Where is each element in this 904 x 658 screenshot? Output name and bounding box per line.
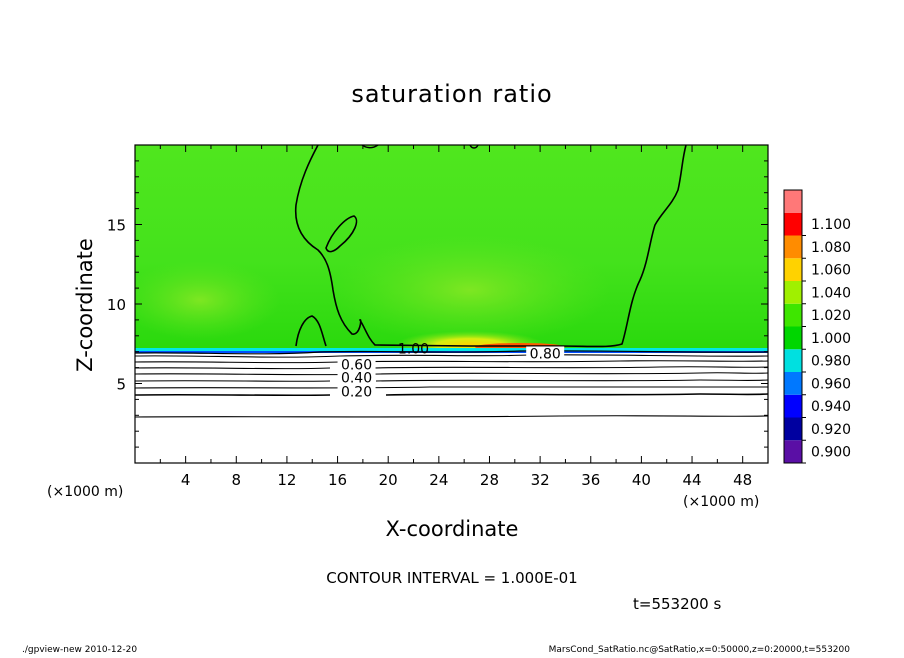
contour-interval-text: CONTOUR INTERVAL = 1.000E-01	[326, 569, 577, 587]
x-tick-label: 8	[232, 471, 242, 489]
x-axis-title: X-coordinate	[386, 517, 519, 541]
colorbar-swatch	[784, 372, 802, 395]
contour-label: 0.80	[530, 346, 561, 362]
x-tick-label: 32	[531, 471, 550, 489]
colorbar-swatch	[784, 281, 802, 304]
colorbar-label: 1.040	[811, 285, 851, 301]
time-text: t=553200 s	[633, 595, 721, 613]
contour-line-0.10	[135, 415, 768, 418]
colorbar-label: 1.080	[811, 240, 851, 256]
contour-label: 0.20	[341, 385, 372, 401]
x-unit-label: (×1000 m)	[683, 494, 759, 510]
y-axis-title: Z-coordinate	[73, 238, 97, 372]
x-tick-label: 48	[733, 471, 752, 489]
colorbar-label: 1.100	[811, 217, 851, 233]
contour-label-bg	[337, 384, 376, 398]
x-tick-label: 12	[277, 471, 296, 489]
footer-left: ./gpview-new 2010-12-20	[22, 645, 137, 654]
contour-line-0.40	[135, 379, 768, 382]
colorbar-swatch	[784, 417, 802, 441]
colorbar-label: 1.060	[811, 263, 851, 279]
x-tick-label: 28	[480, 471, 499, 489]
y-axis: 5 10 15	[107, 160, 768, 448]
contour-line-1.00-loop	[325, 215, 358, 253]
z-unit-label: (×1000 m)	[47, 484, 123, 500]
contour-line-0.90	[135, 350, 768, 355]
contour-label: 0.60	[341, 358, 372, 374]
colorbar-label: 0.900	[811, 445, 851, 461]
footer-right: MarsCond_SatRatio.nc@SatRatio,x=0:50000,…	[549, 645, 851, 654]
y-tick-label: 10	[107, 296, 126, 314]
contour-line-0.80	[135, 354, 768, 358]
colorbar-label: 0.940	[811, 399, 851, 415]
colorbar-swatch	[784, 212, 802, 236]
colorbar-swatch	[784, 235, 802, 259]
contour-line-0.30	[135, 386, 768, 389]
chart-title: saturation ratio	[351, 80, 552, 108]
x-tick-label: 16	[328, 471, 347, 489]
subsaturated-region	[135, 353, 768, 463]
contour-line-0.20	[135, 393, 768, 397]
colorbar-swatch	[784, 394, 802, 418]
x-tick-label: 36	[581, 471, 600, 489]
x-tick-label: 40	[632, 471, 651, 489]
x-tick-label: 20	[379, 471, 398, 489]
contour-line-0.60	[135, 366, 768, 370]
colorbar-swatch	[784, 326, 802, 350]
contour-line-1.00-left-lobe	[295, 315, 327, 347]
contour-line-0.70	[135, 360, 768, 364]
contour-line-1.00	[294, 145, 687, 348]
contour-label: 1.00	[398, 342, 429, 358]
heatmap-field	[135, 145, 768, 463]
lime-patch-left	[135, 260, 280, 340]
lime-patch-center	[330, 235, 610, 345]
colorbar-label: 1.020	[811, 308, 851, 324]
colorbar-label: 0.920	[811, 422, 851, 438]
colorbar: 0.900 0.920 0.940 0.960 0.980 1.000 1.020 1.040…	[783, 189, 851, 464]
colorbar-swatch	[784, 349, 802, 372]
colorbar-label: 0.980	[811, 354, 851, 370]
x-tick-label: 4	[181, 471, 191, 489]
contour-label: 0.40	[341, 370, 372, 386]
colorbar-label: 1.000	[811, 331, 851, 347]
transition-band-cyan	[135, 348, 768, 351]
contour-labels: 1.00 0.80 0.600.400.20	[337, 342, 565, 401]
contour-label-bg	[337, 370, 376, 384]
x-axis: 4 8 12 16 20 24 28 32 36 40 44 48	[159, 145, 752, 489]
contour-label-bg	[337, 357, 376, 371]
colorbar-swatch	[784, 303, 802, 327]
contour-line-0.50	[135, 372, 768, 376]
colorbar-swatch	[784, 258, 802, 281]
colorbar-swatch	[784, 440, 802, 463]
contour-label-bg	[526, 346, 565, 360]
x-tick-label: 44	[682, 471, 701, 489]
y-tick-label: 5	[116, 376, 126, 394]
colorbar-swatch	[784, 190, 802, 213]
x-tick-label: 24	[429, 471, 448, 489]
colorbar-label: 0.960	[811, 376, 851, 392]
y-tick-label: 15	[107, 217, 126, 235]
